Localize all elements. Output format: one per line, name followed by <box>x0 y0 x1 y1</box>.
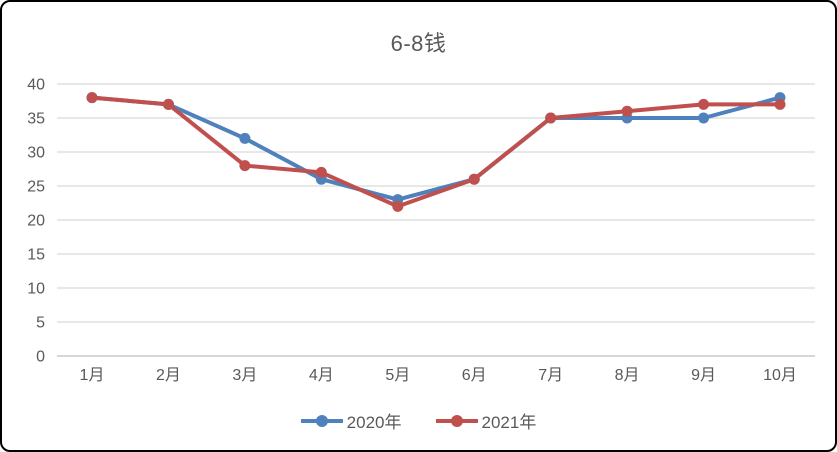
x-tick-label: 6月 <box>462 367 487 384</box>
data-point <box>774 98 786 110</box>
x-tick-label: 7月 <box>538 367 563 384</box>
chart-title: 6-8钱 <box>390 31 447 56</box>
legend-item-2021年: 2021年 <box>435 408 537 433</box>
series-line-2020年 <box>90 95 782 202</box>
data-point <box>621 105 633 117</box>
data-point <box>545 112 557 124</box>
y-tick-label: 30 <box>27 145 45 162</box>
data-point <box>162 98 174 110</box>
x-tick-label: 8月 <box>615 367 640 384</box>
y-tick-label: 15 <box>27 247 45 264</box>
x-tick-label: 2月 <box>156 367 181 384</box>
legend-label: 2021年 <box>481 413 537 432</box>
y-tick-label: 40 <box>27 77 45 94</box>
y-tick-label: 20 <box>27 213 45 230</box>
x-tick-label: 1月 <box>80 367 105 384</box>
legend-label: 2020年 <box>346 413 402 432</box>
y-tick-label: 0 <box>36 349 45 366</box>
y-tick-label: 5 <box>36 315 45 332</box>
x-tick-label: 3月 <box>232 367 257 384</box>
data-point <box>392 200 404 212</box>
y-tick-label: 10 <box>27 281 45 298</box>
x-tick-label: 4月 <box>309 367 334 384</box>
data-point <box>315 166 327 178</box>
legend-line-marker-icon <box>300 414 343 427</box>
series-line-2021年 <box>90 95 782 209</box>
legend-item-2020年: 2020年 <box>300 408 402 433</box>
y-tick-label: 35 <box>27 111 45 128</box>
legend: 2020年 2021年 <box>2 408 835 433</box>
data-point <box>239 132 251 144</box>
x-tick-label: 5月 <box>385 367 410 384</box>
data-point <box>468 173 480 185</box>
data-point <box>239 160 251 172</box>
legend-line-marker-icon <box>435 414 478 427</box>
data-point <box>86 92 98 104</box>
y-tick-label: 25 <box>27 179 45 196</box>
data-point <box>698 112 710 124</box>
x-tick-label: 10月 <box>763 367 797 384</box>
data-point <box>698 98 710 110</box>
x-tick-label: 9月 <box>691 367 716 384</box>
